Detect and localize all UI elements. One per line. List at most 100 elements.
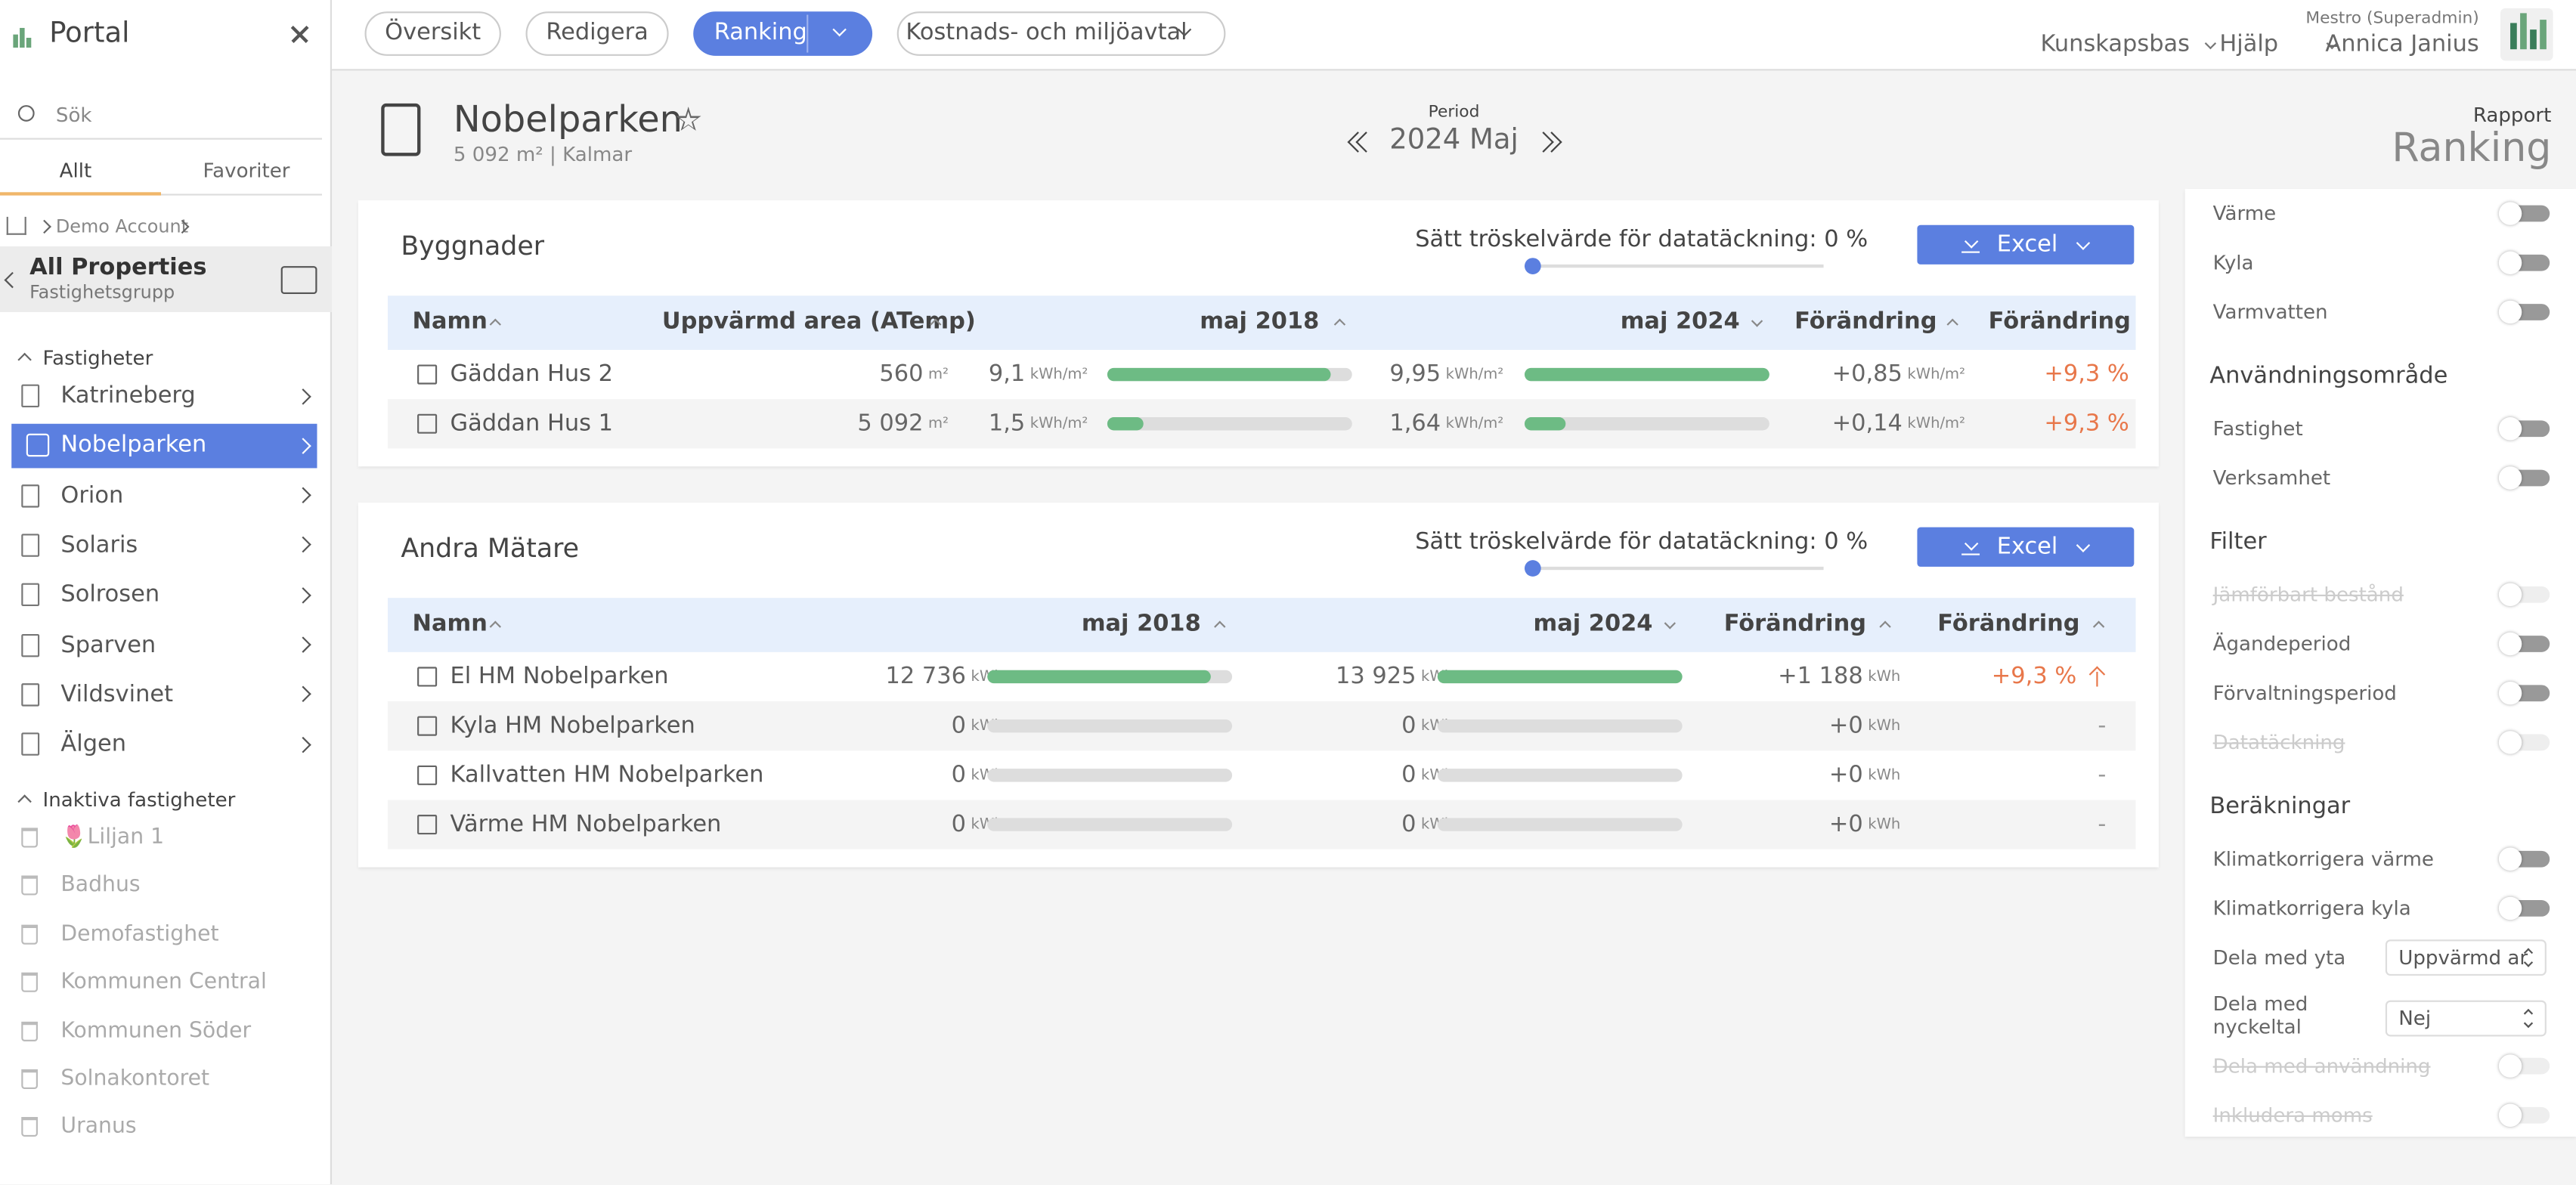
column-header[interactable]: maj 2024	[1620, 308, 1740, 336]
open-link-icon[interactable]	[417, 716, 438, 736]
building-icon	[21, 682, 40, 707]
column-header[interactable]: Namn	[412, 611, 488, 638]
app-icon-bar	[2520, 13, 2527, 50]
column-header[interactable]: Namn	[412, 308, 488, 336]
inactive-property[interactable]: Demofastighet	[60, 921, 219, 947]
download-icon	[1961, 235, 1980, 253]
column-header[interactable]: Förändring	[1937, 611, 2080, 638]
nav-tab-label: Redigera	[546, 20, 649, 46]
setting-label: Klimatkorrigera värme	[2212, 847, 2434, 871]
setting-label: Förvaltningsperiod	[2212, 681, 2397, 705]
cell-value: 13 925	[1336, 664, 1416, 690]
breadcrumb[interactable]: Demo Account	[55, 215, 189, 238]
nav-tab[interactable]	[896, 11, 1226, 56]
inactive-property[interactable]: Badhus	[60, 874, 141, 899]
nav-tab[interactable]	[364, 11, 501, 56]
property-link[interactable]: Katrineberg	[60, 382, 196, 410]
toggle-knob	[2498, 731, 2522, 754]
setting-label: Fastighet	[2212, 417, 2303, 441]
column-header[interactable]: maj 2018	[1081, 611, 1201, 638]
cell-value: 0	[951, 811, 966, 838]
property-link[interactable]: Nobelparken	[60, 432, 207, 459]
column-header[interactable]: Uppvärmd area (ATemp)	[661, 308, 976, 336]
nav-tab-label: Ranking	[714, 20, 807, 46]
toggle-knob	[2498, 202, 2522, 225]
inactive-property[interactable]: Solnakontoret	[60, 1066, 210, 1092]
property-link[interactable]: Sparven	[60, 631, 156, 658]
column-header[interactable]: Förändring	[1794, 308, 1937, 336]
report-label: Rapport	[2472, 103, 2552, 127]
nav-tab-label: Kostnads- och miljöavtal	[906, 20, 1187, 46]
top-link[interactable]: Hjälp	[2219, 31, 2279, 58]
column-header[interactable]: Förändring	[1723, 611, 1867, 638]
cell-value: 0	[1401, 713, 1416, 740]
threshold-track[interactable]	[1528, 566, 1824, 571]
threshold-track[interactable]	[1528, 264, 1824, 268]
settings-heading: Filter	[2209, 528, 2267, 555]
sidebar-tab[interactable]: Allt	[59, 159, 92, 183]
trash-icon	[21, 1117, 38, 1137]
inactive-property[interactable]: Kommunen Central	[60, 970, 267, 995]
row-name[interactable]: El HM Nobelparken	[450, 664, 669, 690]
excel-button[interactable]	[1917, 224, 2135, 265]
property-link[interactable]: Vildsvinet	[60, 681, 174, 708]
property-link[interactable]: Solrosen	[60, 581, 160, 608]
table-title: Byggnader	[401, 230, 545, 261]
threshold-knob[interactable]	[1524, 258, 1541, 274]
threshold-knob[interactable]	[1524, 560, 1541, 577]
toggle-knob	[2498, 847, 2522, 871]
setting-label: Inkludera moms	[2212, 1103, 2373, 1127]
building-badge	[381, 103, 421, 156]
top-link[interactable]: Kunskapsbas	[2040, 31, 2191, 58]
property-link[interactable]: Orion	[60, 482, 124, 509]
user-name[interactable]: Annica Janius	[2325, 31, 2479, 58]
toggle-knob	[2498, 681, 2522, 705]
search-input[interactable]: Sök	[55, 103, 92, 127]
section-heading: Inaktiva fastigheter	[42, 788, 236, 812]
row-name[interactable]: Kyla HM Nobelparken	[450, 713, 695, 740]
toggle-knob	[2498, 632, 2522, 656]
cell-value: 12 736	[885, 664, 967, 690]
open-link-icon[interactable]	[417, 667, 438, 687]
row-name[interactable]: Gäddan Hus 1	[450, 410, 614, 438]
table-row	[387, 701, 2136, 751]
property-link[interactable]: Solaris	[60, 531, 138, 558]
toggle-knob	[2498, 1054, 2522, 1078]
nav-tab[interactable]	[525, 11, 669, 56]
open-link-icon[interactable]	[417, 364, 438, 385]
excel-button[interactable]	[1917, 527, 2135, 567]
group-icon	[280, 266, 317, 295]
column-header[interactable]: Förändring	[1988, 308, 2131, 336]
column-header[interactable]: maj 2024	[1533, 611, 1653, 638]
inactive-property[interactable]: Kommunen Söder	[60, 1018, 252, 1044]
column-header[interactable]: maj 2018	[1200, 308, 1320, 336]
inactive-property[interactable]: 🌷Liljan 1	[60, 825, 165, 850]
open-link-icon[interactable]	[417, 765, 438, 785]
cell-unit: kWh	[1868, 669, 1901, 686]
bar-fill	[1107, 367, 1332, 382]
cell-value: 5 092	[857, 410, 924, 438]
inactive-property[interactable]: Uranus	[60, 1115, 137, 1140]
toggle-knob	[2498, 896, 2522, 920]
toggle-knob	[2498, 466, 2522, 490]
checkbox	[26, 434, 50, 457]
open-link-icon[interactable]	[417, 413, 438, 434]
settings-heading: Användningsområde	[2209, 363, 2448, 390]
bar-track	[1107, 417, 1352, 431]
select-value: Nej	[2398, 1007, 2432, 1030]
app-icon-bar	[2510, 23, 2517, 50]
select[interactable]	[2385, 939, 2547, 976]
property-link[interactable]: Älgen	[60, 731, 127, 758]
threshold-label: Sätt tröskelvärde för datatäckning: 0 %	[1415, 226, 1869, 253]
row-name[interactable]: Värme HM Nobelparken	[450, 811, 722, 838]
row-name[interactable]: Kallvatten HM Nobelparken	[450, 762, 764, 789]
bar-track	[1524, 417, 1769, 431]
open-link-icon[interactable]	[417, 815, 438, 835]
sidebar-tab[interactable]: Favoriter	[203, 159, 290, 183]
select[interactable]	[2385, 1000, 2547, 1037]
bar-fill	[987, 670, 1212, 684]
cell-unit: kWh/m²	[1907, 367, 1965, 384]
search-icon	[17, 105, 35, 122]
row-name[interactable]: Gäddan Hus 2	[450, 361, 614, 388]
nav-tab[interactable]	[693, 11, 873, 56]
